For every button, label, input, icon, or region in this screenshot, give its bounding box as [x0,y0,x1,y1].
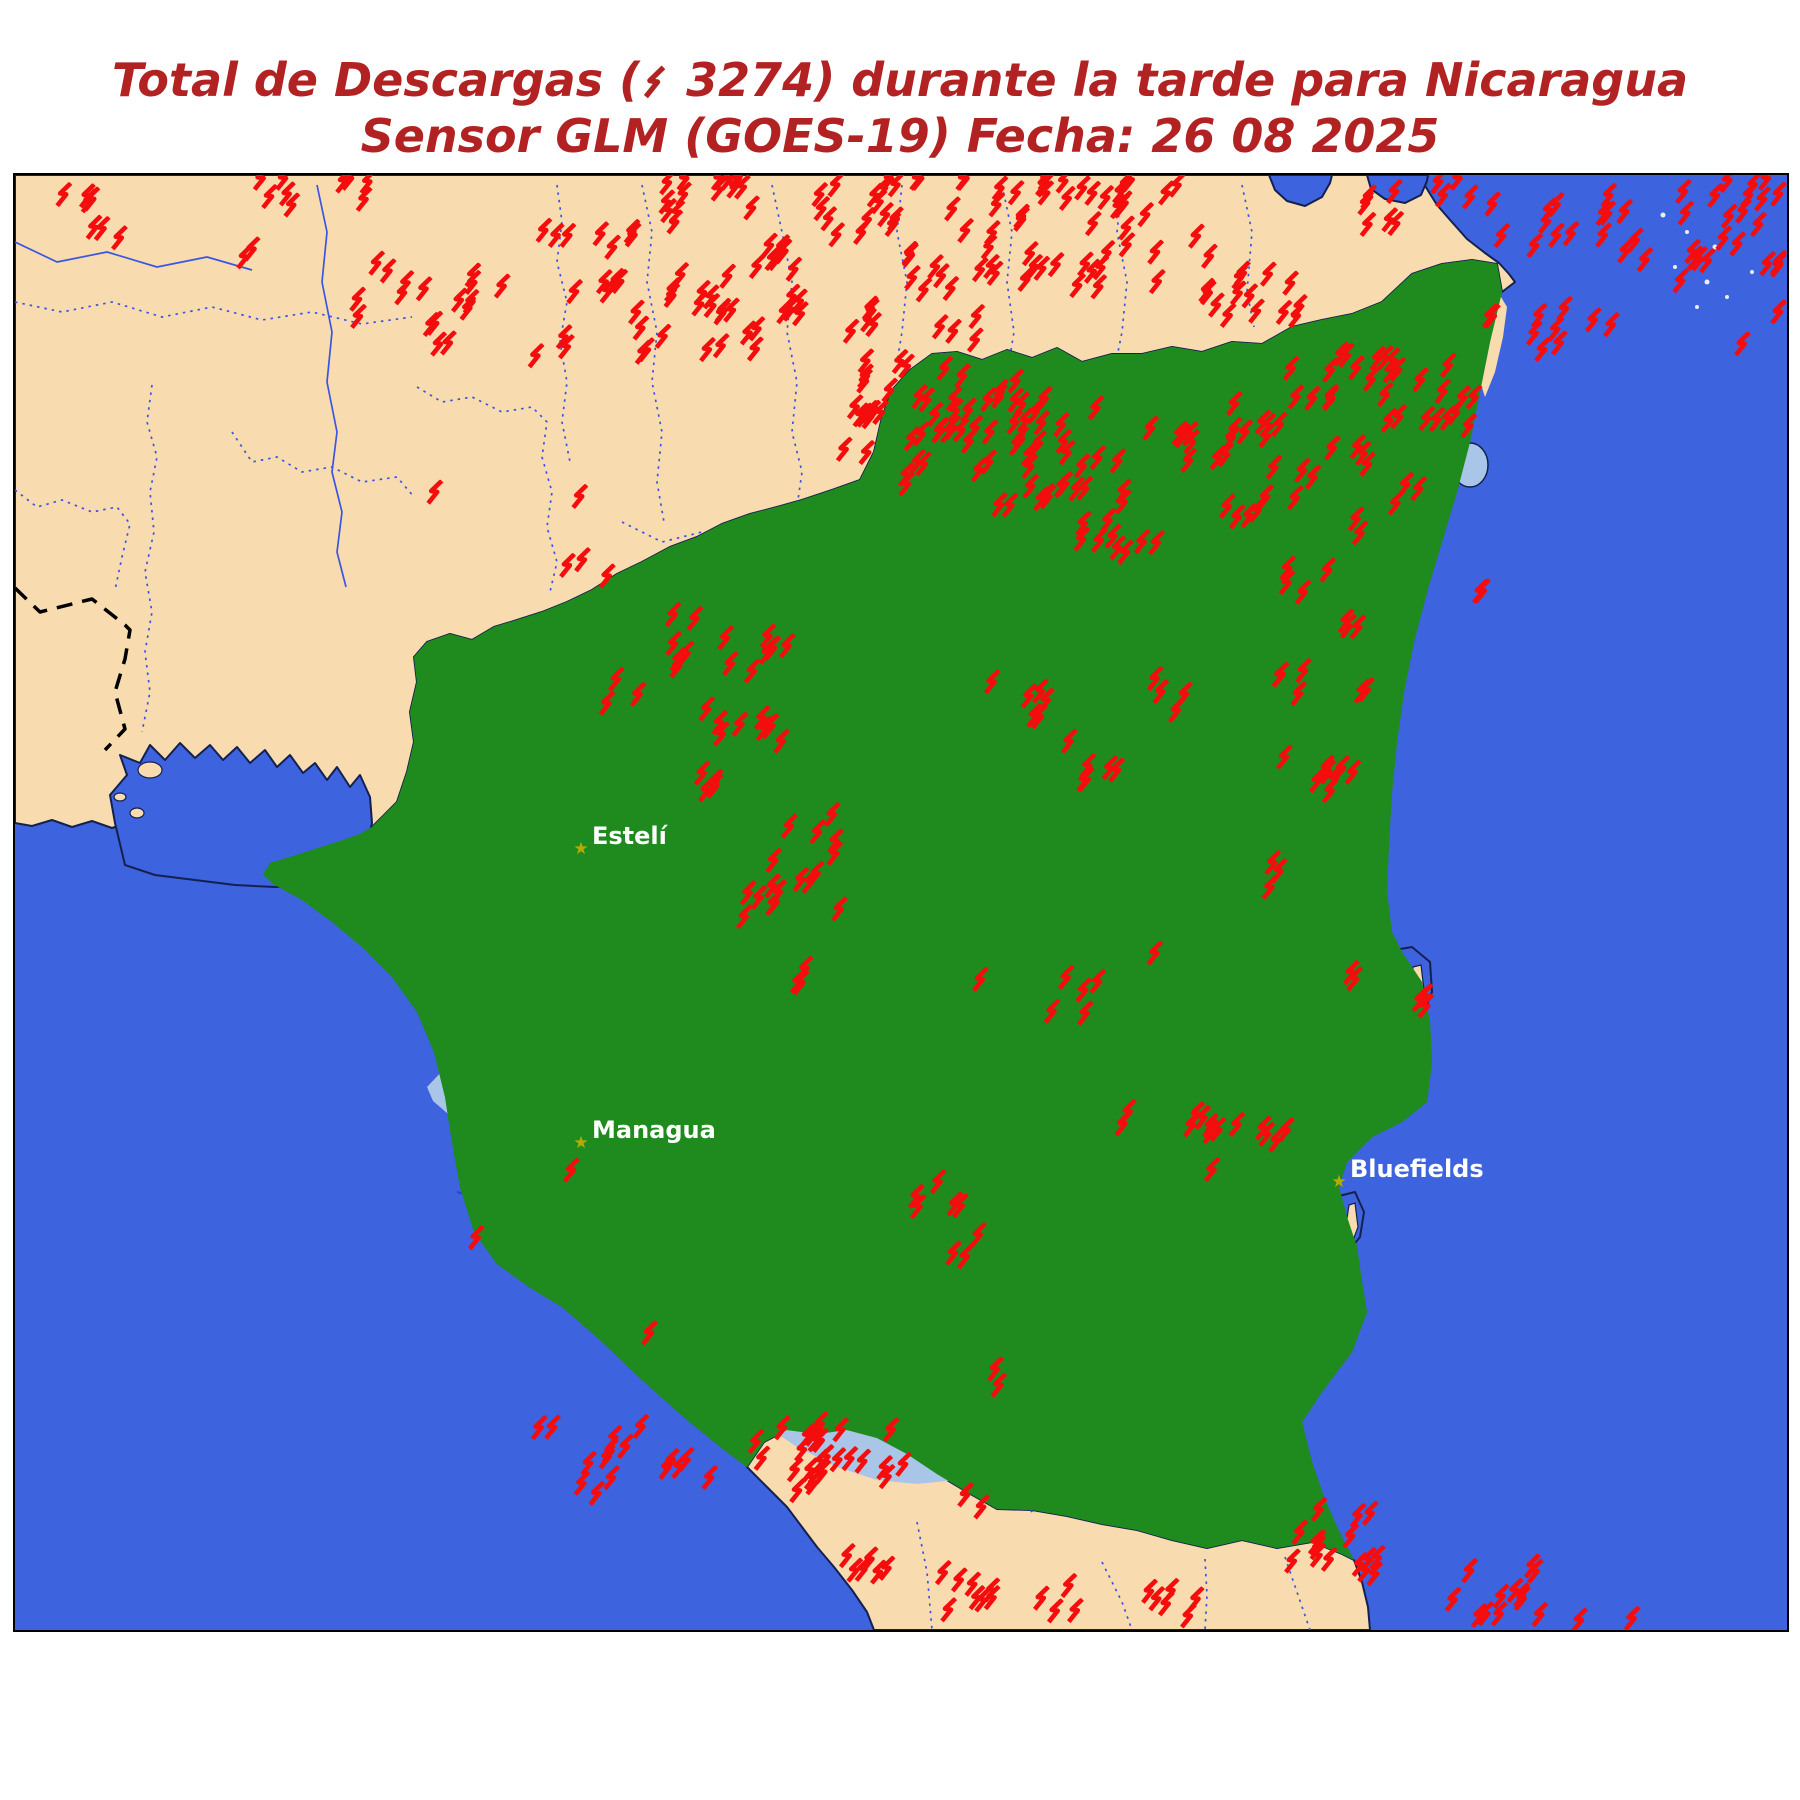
page-title: Total de Descargas ( 3274) durante la ta… [0,52,1800,164]
map-canvas: ★ Estelí ★ Managua ★ Bluefields [13,173,1789,1632]
fonseca-island [137,761,163,779]
lightning-icon [644,65,666,99]
elsalvador-honduras-border [15,586,132,752]
caratasca-lagoon [1268,175,1333,207]
city-labels-layer: ★ Estelí★ Managua★ Bluefields [573,822,1483,1192]
fonseca-island-2 [113,792,127,802]
fonseca-island-3 [129,807,145,819]
city-star-icon: ★ [1331,1172,1346,1192]
city-marker-managua: ★ Managua [573,1116,715,1153]
title-count: 3274 [686,53,815,107]
title-suffix: ) durante la tarde para Nicaragua [814,53,1688,107]
title-prefix: Total de Descargas ( [111,53,641,107]
city-star-icon: ★ [573,839,588,859]
city-marker-bluefields: ★ Bluefields [1331,1155,1483,1192]
city-label: Estelí [592,822,669,850]
city-label: Bluefields [1350,1155,1484,1183]
title-line-2: Sensor GLM (GOES-19) Fecha: 26 08 2025 [360,109,1440,163]
city-marker-estel: ★ Estelí [573,822,668,859]
map-svg: ★ Estelí★ Managua★ Bluefields [15,175,1787,1630]
city-label: Managua [592,1116,716,1144]
costa-rica-admin-lines [916,1521,1311,1630]
city-star-icon: ★ [573,1133,588,1153]
title-line-1: Total de Descargas ( 3274) durante la ta… [0,52,1800,108]
